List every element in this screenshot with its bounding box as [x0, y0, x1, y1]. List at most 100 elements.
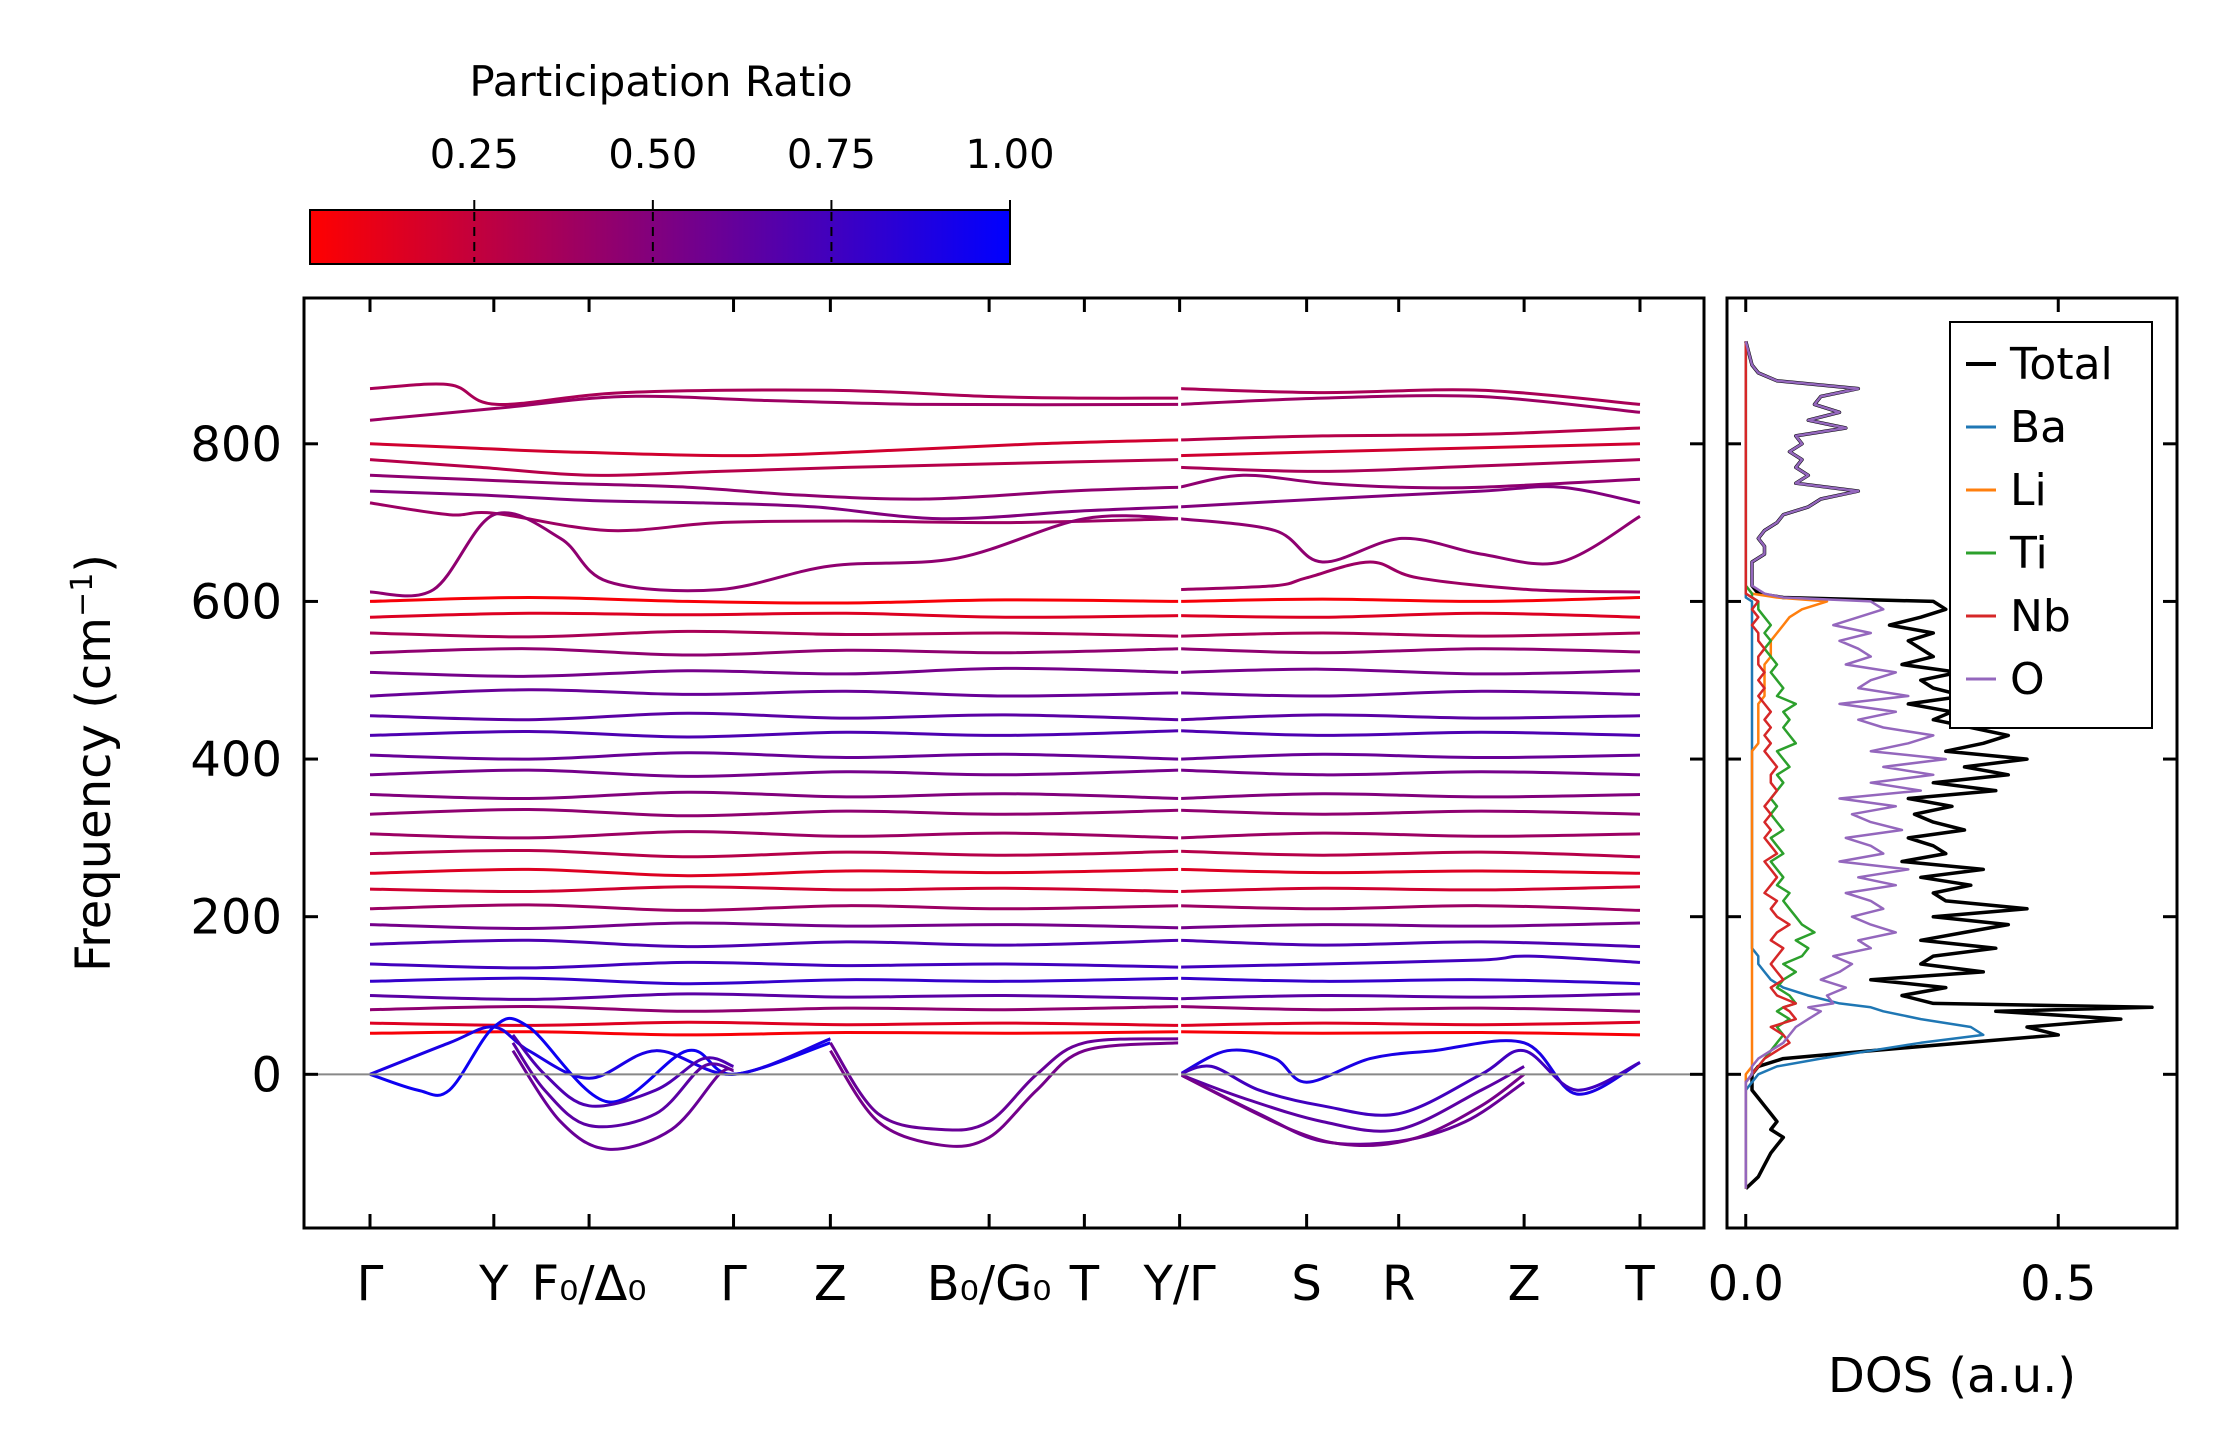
- x-tick-label: Z: [814, 1256, 847, 1312]
- band-line: [1179, 631, 1641, 638]
- band-line: [1179, 667, 1641, 676]
- band-line: [369, 921, 1180, 931]
- x-tick-label: T: [1069, 1256, 1100, 1312]
- y-tick-label: 200: [190, 890, 282, 946]
- x-tick-label: Y/Γ: [1143, 1256, 1216, 1312]
- band-line: [369, 688, 1180, 698]
- band-line: [369, 751, 1180, 761]
- dispersion-frame: [302, 296, 1706, 1230]
- band-line: [369, 438, 1180, 458]
- dispersion-panel: 0 200 400 600 800 Γ Y F₀/Δ₀ Γ Z B₀/G₀ T Y/Γ S R Z T Freq…: [65, 296, 1706, 1312]
- band-line: [1179, 1065, 1525, 1133]
- band-line: [1179, 808, 1641, 816]
- band-line: [1179, 387, 1641, 406]
- band-line: [1179, 1005, 1641, 1013]
- dos-x-axis-label: DOS (a.u.): [1828, 1348, 2076, 1404]
- band-line: [1179, 976, 1641, 986]
- band-line: [369, 489, 1180, 521]
- band-line: [1179, 1049, 1641, 1117]
- dos-axes: 0.0 0.5: [1708, 298, 2177, 1312]
- band-line: [369, 830, 1180, 840]
- band-lines: [369, 382, 1641, 1151]
- legend-box: [1949, 321, 2153, 729]
- band-line: [369, 458, 1180, 477]
- band-line: [1179, 458, 1641, 473]
- dos-frame: [1725, 296, 2179, 1230]
- colorbar-gradient: [309, 209, 1011, 265]
- band-line: [369, 611, 1180, 619]
- y-tick-label: 400: [190, 732, 282, 788]
- dos-panel: 0.0 0.5 DOS (a.u.) Total Ba Li Ti Nb O: [1708, 296, 2179, 1404]
- band-line: [1179, 831, 1641, 840]
- x-tick-label: Y: [478, 1256, 509, 1312]
- band-line: [1178, 1072, 1525, 1148]
- band-line: [1179, 442, 1641, 458]
- band-line: [511, 1041, 734, 1129]
- colorbar-title: Participation Ratio: [469, 57, 852, 106]
- band-line: [1179, 752, 1641, 761]
- band-line: [1179, 515, 1641, 566]
- colorbar: Participation Ratio 0.25 0.50 0.75 1.00: [309, 57, 1055, 265]
- band-line: [1179, 485, 1641, 509]
- band-line: [369, 867, 1180, 878]
- legend-label-li: Li: [2010, 465, 2047, 516]
- legend-label-ba: Ba: [2010, 402, 2067, 453]
- colorbar-tick-label: 1.00: [965, 132, 1054, 178]
- band-line: [1179, 713, 1641, 722]
- band-line: [369, 1030, 1180, 1037]
- band-line: [1179, 992, 1641, 1001]
- dos-series-ba: [1744, 341, 1985, 1189]
- band-line: [369, 768, 1180, 778]
- band-line: [369, 960, 1180, 970]
- dos-series-nb: [1744, 341, 1798, 1189]
- band-line: [369, 807, 1180, 818]
- band-line: [1179, 1020, 1641, 1027]
- x-tick-label: R: [1382, 1256, 1415, 1312]
- band-line: [1179, 867, 1641, 875]
- legend-label-nb: Nb: [2010, 591, 2071, 642]
- y-tick-label: 800: [190, 417, 282, 473]
- band-line: [1179, 885, 1641, 893]
- band-line: [369, 596, 1180, 605]
- colorbar-tick-label: 0.50: [608, 132, 697, 178]
- band-line: [369, 729, 1180, 739]
- x-tick-label: B₀/G₀: [927, 1256, 1052, 1312]
- band-line: [1179, 689, 1641, 698]
- y-axis-label: Frequency (cm−1): [65, 554, 122, 972]
- dos-series-o: [1744, 340, 1948, 1189]
- band-line: [1179, 596, 1641, 603]
- colorbar-tick-label: 0.25: [430, 132, 519, 178]
- dos-x-tick-label: 0.0: [1708, 1256, 1784, 1312]
- band-line: [369, 976, 1180, 986]
- x-tick-label: F₀/Δ₀: [532, 1256, 647, 1312]
- band-line: [369, 647, 1180, 657]
- band-line: [369, 473, 1180, 501]
- band-line: [1179, 938, 1641, 949]
- band-line: [369, 938, 1180, 949]
- band-line: [1179, 647, 1641, 655]
- band-line: [369, 885, 1180, 894]
- y-tick-label: 600: [190, 574, 282, 630]
- band-line: [1179, 560, 1641, 594]
- legend-label-o: O: [2010, 654, 2045, 705]
- band-line: [369, 992, 1180, 1001]
- legend-label-total: Total: [2009, 339, 2113, 390]
- dos-legend: Total Ba Li Ti Nb O: [1949, 321, 2153, 729]
- band-line: [829, 1041, 1180, 1148]
- band-line: [1179, 729, 1641, 737]
- x-tick-label: Z: [1508, 1256, 1541, 1312]
- band-line: [369, 848, 1180, 859]
- y-tick-label: 0: [251, 1047, 282, 1103]
- band-line: [369, 382, 1180, 406]
- band-line: [1179, 921, 1641, 930]
- band-line: [829, 1037, 1180, 1132]
- band-line: [1179, 954, 1641, 969]
- dispersion-axes: 0 200 400 600 800 Γ Y F₀/Δ₀ Γ Z B₀/G₀ T Y/Γ S R Z T: [190, 298, 1704, 1312]
- colorbar-tick-label: 0.75: [787, 132, 876, 178]
- band-line: [1179, 394, 1641, 414]
- x-tick-label: S: [1291, 1256, 1321, 1312]
- band-line: [369, 501, 1180, 533]
- dos-lines: [1744, 340, 2154, 1190]
- band-line: [369, 903, 1180, 912]
- band-line: [1179, 792, 1641, 800]
